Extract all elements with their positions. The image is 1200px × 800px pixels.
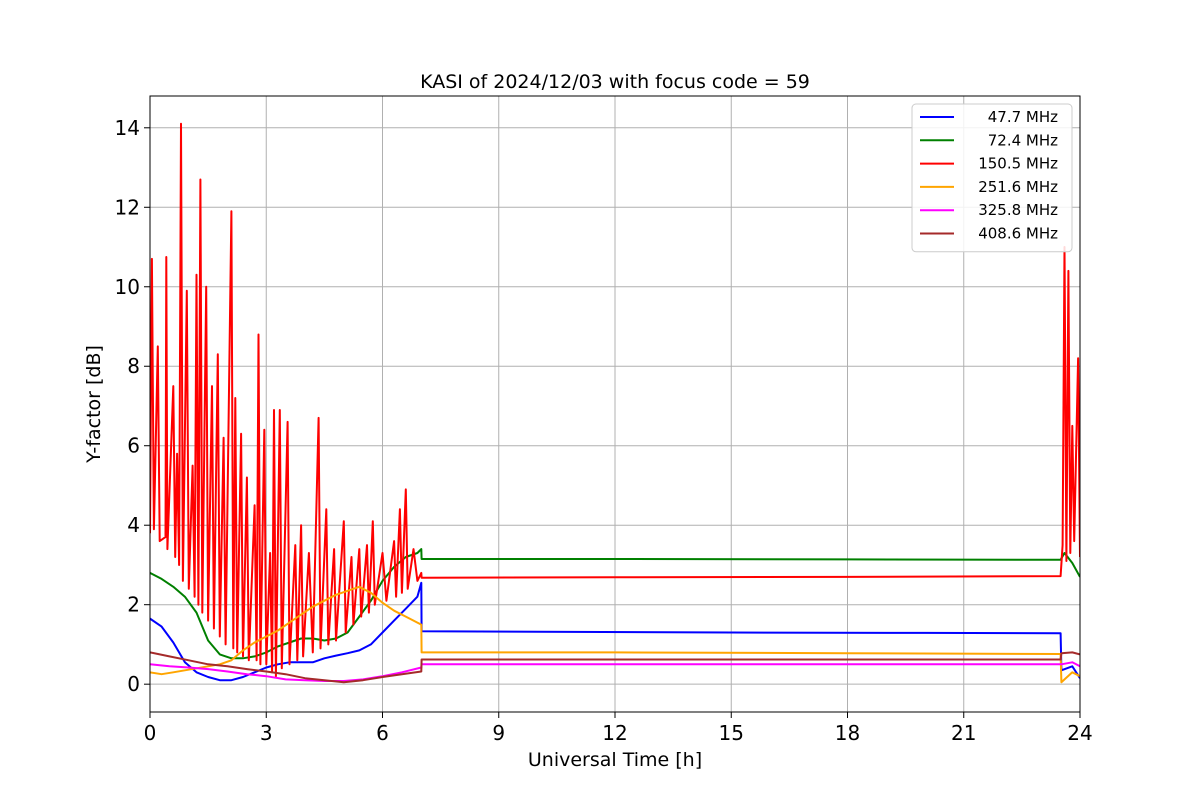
y-tick-label: 10	[115, 275, 140, 299]
series-line-5	[150, 651, 1080, 684]
y-tick-label: 8	[127, 354, 140, 378]
x-tick-label: 9	[492, 721, 505, 745]
series-line-0	[150, 581, 1080, 682]
x-tick-label: 12	[602, 721, 627, 745]
x-tick-label: 24	[1067, 721, 1092, 745]
series-layer	[150, 122, 1080, 684]
x-tick-label: 18	[835, 721, 860, 745]
y-tick-label: 4	[127, 513, 140, 537]
y-tick-label: 0	[127, 672, 140, 696]
y-axis-label: Y-factor [dB]	[83, 345, 105, 464]
x-tick-label: 3	[260, 721, 273, 745]
series-line-2	[150, 122, 1080, 678]
legend-label-1: 72.4 MHz	[988, 131, 1058, 149]
legend-label-3: 251.6 MHz	[978, 178, 1058, 196]
legend-label-4: 325.8 MHz	[978, 201, 1058, 219]
x-tick-label: 6	[376, 721, 389, 745]
series-line-1	[150, 548, 1080, 660]
x-tick-label: 0	[144, 721, 157, 745]
x-axis-label: Universal Time [h]	[528, 749, 702, 771]
x-tick-label: 21	[951, 721, 976, 745]
legend-label-0: 47.7 MHz	[988, 108, 1058, 126]
y-tick-label: 6	[127, 434, 140, 458]
series-line-3	[150, 585, 1080, 684]
y-tick-label: 14	[115, 116, 140, 140]
legend-label-2: 150.5 MHz	[978, 155, 1058, 173]
legend: 47.7 MHz 72.4 MHz 150.5 MHz 251.6 MHz 325.8 …	[911, 103, 1073, 253]
legend-label-5: 408.6 MHz	[978, 225, 1058, 243]
x-tick-label: 15	[719, 721, 744, 745]
y-tick-label: 2	[127, 593, 140, 617]
y-tick-label: 12	[115, 195, 140, 219]
chart-title: KASI of 2024/12/03 with focus code = 59	[420, 71, 810, 93]
